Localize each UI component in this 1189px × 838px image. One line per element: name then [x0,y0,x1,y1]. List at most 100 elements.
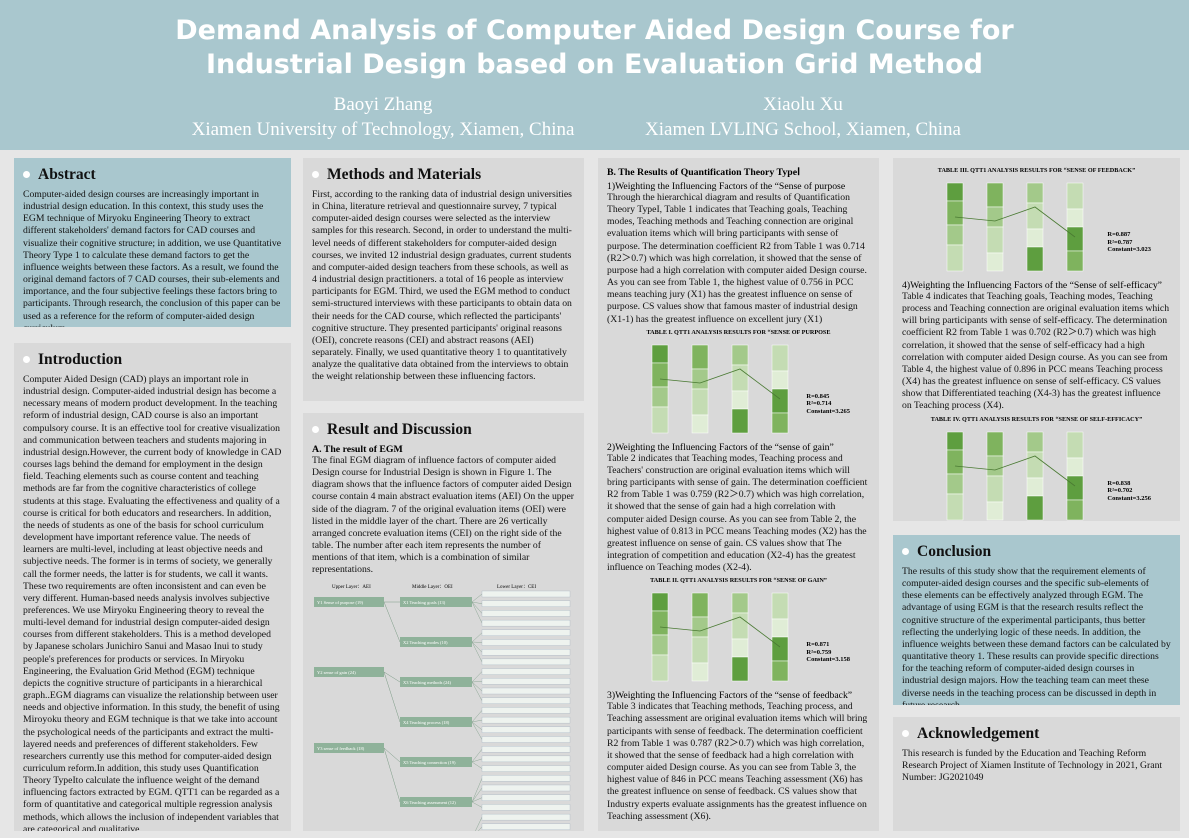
lower-item [481,774,571,782]
quantification-cont: TABLE III. QTT1 ANALYSIS RESULTS FOR “SE… [893,158,1180,521]
paragraph: Table 3 indicates that Teaching methods,… [607,701,868,822]
bar-segment [986,206,1004,228]
heading: 1)Weighting the Influencing Factors of t… [607,181,846,192]
lower-item [481,765,571,772]
acknowledgement: Acknowledgement This research is funded … [893,717,1180,831]
connector [471,748,483,762]
bar-segment [946,473,964,494]
trend-line [954,206,1076,238]
stats: R=0.845 R²=0.714 Constant=3.265 [806,393,850,416]
connector [471,641,483,643]
paragraph: Computer-aided design courses are increa… [23,189,281,327]
table: TABLE I. QTT1 ANALYSIS RESULTS FOR “SENS… [607,329,870,439]
node [400,636,472,647]
table-chart [651,344,789,433]
connector [471,681,483,691]
heading: 3)Weighting the Influencing Factors of t… [607,690,853,702]
connector [471,758,483,762]
lower-item [481,813,571,820]
bar-segment [771,388,789,413]
bar-segment [986,182,1004,208]
bar-segment [986,431,1004,456]
stat: Constant=3.023 [1107,246,1151,253]
bar-segment [731,390,749,409]
bar-segment [946,431,964,450]
stat: R=0.838 [1107,479,1131,487]
bar-segment [986,226,1004,254]
lower-item [481,677,571,685]
stats: R=0.838 R²=0.702 Constant=3.256 [1107,480,1151,503]
bar-segment [731,639,749,658]
stat: R=0.887 [1107,231,1131,238]
node [400,716,472,727]
bar-segment [691,388,709,415]
bar-segment [946,200,964,226]
lower-item [481,648,571,655]
connector [471,721,483,730]
bar-segment [946,224,964,246]
bar-segment [1066,226,1084,252]
trend-line [659,368,781,400]
connector [477,826,483,831]
subheading: A. The result of EGM [312,444,403,455]
stat: R²=0.759 [806,648,832,656]
bar-segment [771,637,789,662]
lower-item [481,697,571,704]
node-label: Y1 Sense of purpose (19) [317,600,363,605]
bar-segment [946,244,964,272]
title: Demand Analysis of Computer Aided Design… [175,15,1014,80]
bar-segment [731,344,749,365]
connector [471,709,483,722]
quantification: B. The Results of Quantification Theory … [598,158,879,831]
lower-item [481,716,571,723]
heading: Result and Discussion [312,421,575,439]
bar-segment [986,455,1004,476]
egm-diagram: Upper Layer：AEI Middle Layer：OEI Lower Lay… [314,585,571,831]
bar-segment [1066,182,1084,210]
connector [471,761,483,769]
bar-segment [1066,431,1084,458]
stat: Constant=3.265 [806,407,850,415]
connector [471,801,483,808]
lower-item [481,803,571,811]
lower-item [481,794,571,801]
bar-segment [771,593,789,620]
stat: Constant=3.158 [806,656,850,664]
stat: R²=0.702 [1107,487,1133,495]
bar-segment [651,344,669,363]
node [400,676,472,687]
paragraph: Table 4 indicates that Teaching goals, T… [902,291,1170,412]
bar-segment [1026,228,1044,248]
table-title: TABLE III. QTT1 ANALYSIS RESULTS FOR “SE… [937,167,1136,174]
bar-segment [946,449,964,474]
header: Demand Analysis of Computer Aided Design… [0,0,1189,150]
bar-segment [691,617,709,638]
connector [383,601,401,642]
connector [471,719,483,722]
node-label: Y2 sense of gain (24) [317,670,356,675]
node-label: X4 Teaching process (18) [403,720,450,725]
bar-segment [986,501,1004,520]
stat: Constant=3.256 [1107,494,1151,502]
connector [471,641,483,662]
subheading: B. The Results of Quantification Theory … [607,167,800,178]
affiliation: Xiamen University of Technology, Xiamen,… [191,119,575,140]
connector [471,787,483,802]
heading: Abstract [23,166,282,184]
table-chart [946,182,1084,272]
bar-segment [731,593,749,614]
bar-segment [651,635,669,656]
lower-item [481,735,571,743]
node-label: X6 Teaching assessment (12) [403,800,456,805]
bar-segment [651,362,669,387]
bar-segment [1026,477,1044,496]
connector [471,601,483,614]
bar-segment [731,657,749,682]
table: TABLE III. QTT1 ANALYSIS RESULTS FOR “SE… [902,167,1171,277]
paragraph: The final EGM diagram of influence facto… [312,455,575,576]
author-name: Baoyi Zhang [333,94,433,115]
bar-segment [986,252,1004,272]
bar-segment [1066,457,1084,476]
bar-segment [651,611,669,636]
connector [383,671,401,682]
